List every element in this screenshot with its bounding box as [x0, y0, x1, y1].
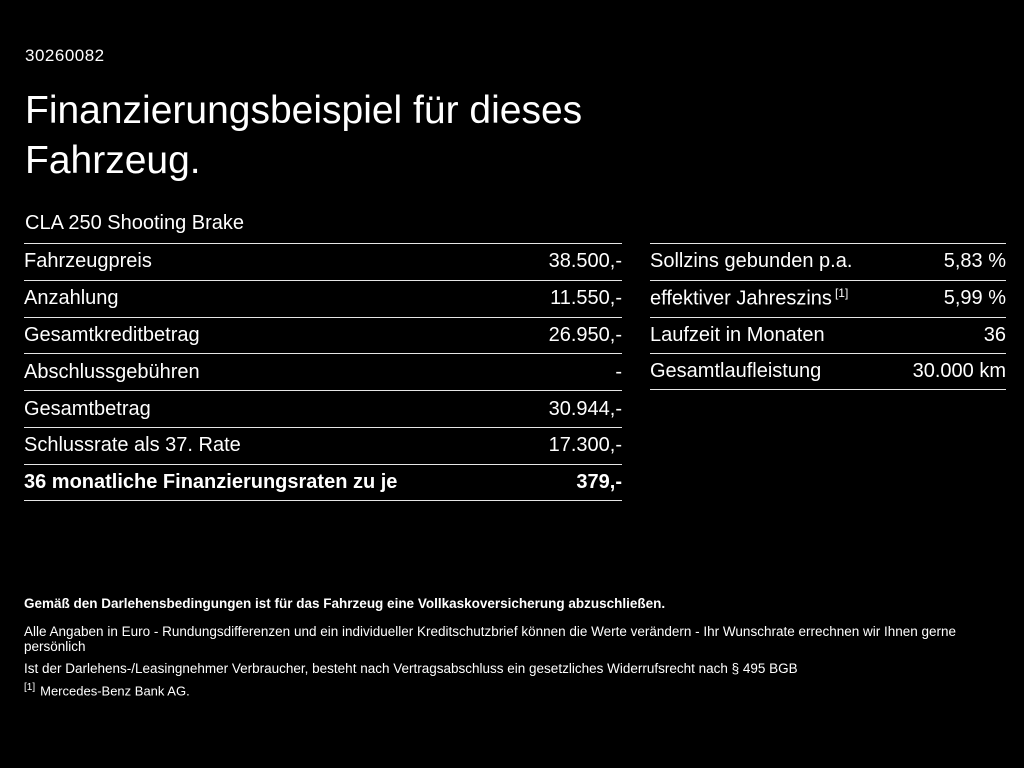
- row-value: 38.500,-: [548, 250, 622, 273]
- row-value: 30.000 km: [912, 360, 1006, 383]
- table-row: Laufzeit in Monaten 36: [650, 316, 1006, 354]
- page-title: Finanzierungsbeispiel für dieses Fahrzeu…: [25, 89, 583, 182]
- row-value: 26.950,-: [548, 323, 622, 346]
- row-label: Laufzeit in Monaten: [650, 323, 825, 346]
- row-value: 5,99 %: [943, 287, 1006, 310]
- row-label: Fahrzeugpreis: [24, 250, 152, 273]
- model-name: CLA 250 Shooting Brake: [25, 212, 245, 234]
- row-label: Gesamtkreditbetrag: [24, 323, 200, 346]
- row-label: 36 monatliche Finanzierungsraten zu je: [24, 470, 398, 493]
- row-value: 379,-: [576, 470, 622, 493]
- footnote-marker: [1]: [834, 286, 849, 301]
- insurance-note: Gemäß den Darlehensbedingungen ist für d…: [24, 596, 666, 611]
- table-row: effektiver Jahreszins [1] 5,99 %: [650, 279, 1006, 317]
- row-label: effektiver Jahreszins [1]: [650, 286, 860, 311]
- table-row: Abschlussgebühren -: [24, 353, 622, 390]
- financing-table: Fahrzeugpreis 38.500,- Anzahlung 11.550,…: [24, 243, 622, 501]
- row-label: Sollzins gebunden p.a.: [650, 250, 853, 273]
- row-label: Anzahlung: [24, 287, 119, 310]
- bank-reference-text: Mercedes-Benz Bank AG.: [40, 683, 190, 699]
- vehicle-id: 30260082: [25, 46, 105, 65]
- row-label: Gesamtlaufleistung: [650, 360, 822, 383]
- table-row-monthly-rate: 36 monatliche Finanzierungsraten zu je 3…: [24, 463, 622, 501]
- row-value: 11.550,-: [550, 287, 622, 310]
- legal-note: Ist der Darlehens-/Leasingnehmer Verbrau…: [24, 660, 798, 676]
- table-row: Gesamtbetrag 30.944,-: [24, 390, 622, 427]
- row-label: Abschlussgebühren: [24, 360, 200, 383]
- bank-reference: [1] Mercedes-Benz Bank AG.: [24, 682, 1004, 698]
- row-value: -: [615, 360, 622, 383]
- row-label: Schlussrate als 37. Rate: [24, 434, 241, 457]
- table-row: Gesamtkreditbetrag 26.950,-: [24, 316, 622, 354]
- conditions-table: Sollzins gebunden p.a. 5,83 % effektiver…: [650, 243, 1006, 391]
- footnote-marker: [1]: [24, 682, 36, 693]
- row-value: 5,83 %: [943, 250, 1006, 273]
- row-value: 36: [983, 323, 1006, 346]
- footnotes-section: Gemäß den Darlehensbedingungen ist für d…: [24, 596, 1004, 698]
- table-row: Sollzins gebunden p.a. 5,83 %: [650, 243, 1006, 280]
- table-row: Anzahlung 11.550,-: [24, 279, 622, 317]
- general-note: Alle Angaben in Euro - Rundungsdifferenz…: [24, 624, 957, 654]
- row-label-text: effektiver Jahreszins: [650, 288, 832, 311]
- table-row: Schlussrate als 37. Rate 17.300,-: [24, 426, 622, 464]
- table-row: Fahrzeugpreis 38.500,-: [24, 243, 622, 280]
- row-label: Gesamtbetrag: [24, 397, 151, 420]
- row-value: 30.944,-: [548, 397, 622, 420]
- row-value: 17.300,-: [548, 434, 622, 457]
- table-row: Gesamtlaufleistung 30.000 km: [650, 353, 1006, 391]
